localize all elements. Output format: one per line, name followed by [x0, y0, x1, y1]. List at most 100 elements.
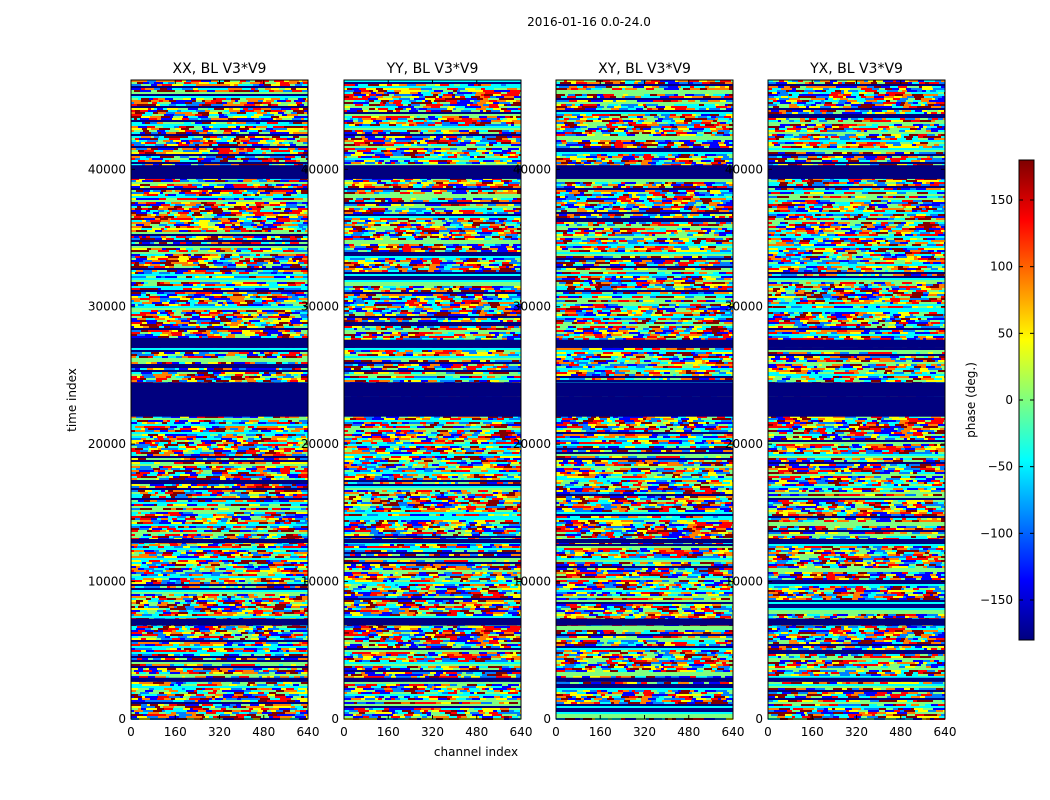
heatmap-cell — [157, 108, 163, 110]
heatmap-cell — [188, 324, 199, 326]
heatmap-cell — [277, 102, 281, 104]
heatmap-row — [131, 188, 308, 190]
heatmap-cell — [218, 110, 224, 112]
heatmap-cell — [176, 580, 181, 582]
heatmap-cell — [218, 556, 227, 558]
heatmap-cell — [202, 184, 209, 186]
heatmap-cell — [167, 436, 173, 438]
heatmap-cell — [254, 580, 261, 582]
heatmap-cell — [220, 476, 225, 478]
heatmap-cell — [206, 434, 210, 436]
heatmap-cell — [242, 448, 249, 450]
heatmap-cell — [147, 212, 153, 214]
heatmap-cell — [186, 528, 192, 530]
heatmap-cell — [176, 528, 186, 530]
heatmap-cell — [290, 468, 295, 470]
heatmap-cell — [302, 536, 308, 538]
heatmap-cell — [192, 572, 202, 574]
heatmap-cell — [162, 580, 170, 582]
heatmap-cell — [297, 202, 302, 204]
heatmap-cell — [187, 214, 192, 216]
heatmap-cell — [219, 484, 224, 486]
heatmap-cell — [236, 136, 245, 138]
heatmap-cell — [214, 374, 219, 376]
heatmap-cell — [138, 160, 145, 162]
heatmap-cell — [245, 152, 248, 154]
heatmap-cell — [237, 494, 248, 496]
heatmap-cell — [302, 354, 308, 356]
heatmap-cell — [262, 102, 271, 104]
heatmap-cell — [284, 496, 293, 498]
heatmap-cell — [284, 270, 295, 272]
heatmap-cell — [261, 148, 269, 150]
heatmap-cell — [201, 204, 204, 206]
heatmap-cell — [209, 352, 218, 354]
heatmap-cell — [249, 352, 253, 354]
heatmap-cell — [251, 250, 257, 252]
heatmap-cell — [217, 528, 224, 530]
heatmap-cell — [149, 486, 155, 488]
heatmap-cell — [253, 490, 261, 492]
heatmap-cell — [189, 158, 197, 160]
heatmap-cell — [186, 448, 195, 450]
heatmap-cell — [175, 292, 185, 294]
heatmap-cell — [268, 508, 272, 510]
heatmap-cell — [280, 262, 287, 264]
heatmap-cell — [304, 132, 308, 134]
heatmap-cell — [246, 210, 257, 212]
heatmap-cell — [138, 494, 143, 496]
heatmap-cell — [203, 458, 207, 460]
heatmap-cell — [145, 442, 152, 444]
heatmap-cell — [216, 122, 227, 124]
heatmap-cell — [204, 314, 210, 316]
heatmap-cell — [290, 550, 298, 552]
heatmap-cell — [267, 126, 273, 128]
heatmap-cell — [201, 564, 211, 566]
heatmap-cell — [223, 448, 234, 450]
heatmap-cell — [197, 594, 203, 596]
heatmap-cell — [137, 318, 146, 320]
heatmap-cell — [247, 546, 252, 548]
heatmap-cell — [181, 110, 185, 112]
heatmap-cell — [131, 582, 137, 584]
heatmap-cell — [176, 236, 186, 238]
heatmap-cell — [302, 422, 307, 424]
heatmap-cell — [135, 204, 146, 206]
heatmap-cell — [203, 186, 214, 188]
heatmap-cell — [234, 198, 239, 200]
heatmap-cell — [239, 534, 244, 536]
heatmap-cell — [206, 330, 211, 332]
heatmap-cell — [174, 452, 183, 454]
heatmap-cell — [228, 126, 236, 128]
heatmap-cell — [237, 438, 243, 440]
heatmap-cell — [289, 494, 293, 496]
heatmap-cell — [209, 144, 212, 146]
heatmap-cell — [269, 148, 279, 150]
heatmap-cell — [181, 568, 189, 570]
heatmap-cell — [221, 378, 231, 380]
heatmap-cell — [280, 310, 285, 312]
heatmap-cell — [229, 108, 233, 110]
heatmap-cell — [145, 430, 154, 432]
heatmap-cell — [215, 318, 220, 320]
heatmap-cell — [265, 594, 275, 596]
heatmap-cell — [156, 104, 160, 106]
heatmap-cell — [301, 330, 307, 332]
heatmap-cell — [273, 190, 282, 192]
heatmap-cell — [131, 288, 140, 290]
heatmap-cell — [168, 446, 179, 448]
heatmap-cell — [169, 266, 174, 268]
heatmap-cell — [267, 296, 277, 298]
heatmap-cell — [239, 544, 247, 546]
heatmap-row — [131, 92, 308, 94]
heatmap-cell — [189, 212, 194, 214]
heatmap-cell — [160, 296, 169, 298]
heatmap-cell — [151, 128, 159, 130]
heatmap-cell — [217, 148, 221, 150]
heatmap-cell — [231, 270, 236, 272]
heatmap-cell — [191, 254, 194, 256]
heatmap-cell — [153, 454, 162, 456]
heatmap-cell — [182, 264, 191, 266]
heatmap-cell — [217, 378, 221, 380]
heatmap-cell — [186, 142, 190, 144]
